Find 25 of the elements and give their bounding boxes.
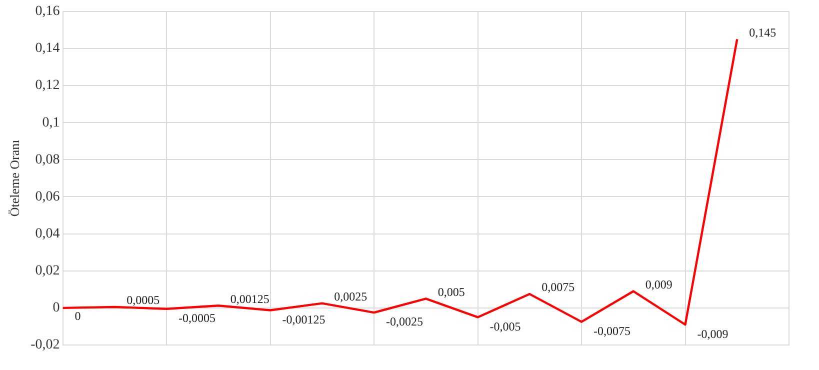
y-tick-label: 0,04 — [35, 226, 60, 242]
y-tick-label: 0,14 — [35, 41, 60, 56]
y-axis-title: Öteleme Oranı — [7, 139, 22, 217]
y-tick-label: -0,02 — [30, 338, 60, 353]
data-label: -0,005 — [490, 319, 521, 334]
data-label: 0,00125 — [230, 292, 270, 306]
y-tick-label: 0,12 — [35, 78, 60, 94]
data-label: 0,145 — [749, 25, 776, 40]
y-tick-label: 0 — [52, 300, 60, 316]
y-tick-label: 0,1 — [42, 115, 60, 130]
data-label: -0,00125 — [282, 312, 326, 326]
data-label: 0,0075 — [542, 280, 575, 294]
data-label: 0,009 — [645, 277, 672, 292]
data-label: 0,0005 — [126, 293, 160, 308]
data-label: -0,0075 — [594, 324, 631, 338]
data-label: -0,009 — [697, 326, 728, 341]
y-tick-label: 0,08 — [35, 152, 60, 168]
y-tick-label: 0,16 — [35, 4, 60, 20]
y-tick-label: 0,06 — [35, 189, 60, 204]
y-tick-label: 0,02 — [35, 264, 60, 279]
data-label: 0,0025 — [334, 289, 368, 304]
data-label: -0,0025 — [386, 314, 424, 329]
data-label: 0 — [74, 309, 81, 324]
data-label: 0,005 — [438, 284, 465, 299]
data-label: -0,0005 — [178, 311, 216, 326]
